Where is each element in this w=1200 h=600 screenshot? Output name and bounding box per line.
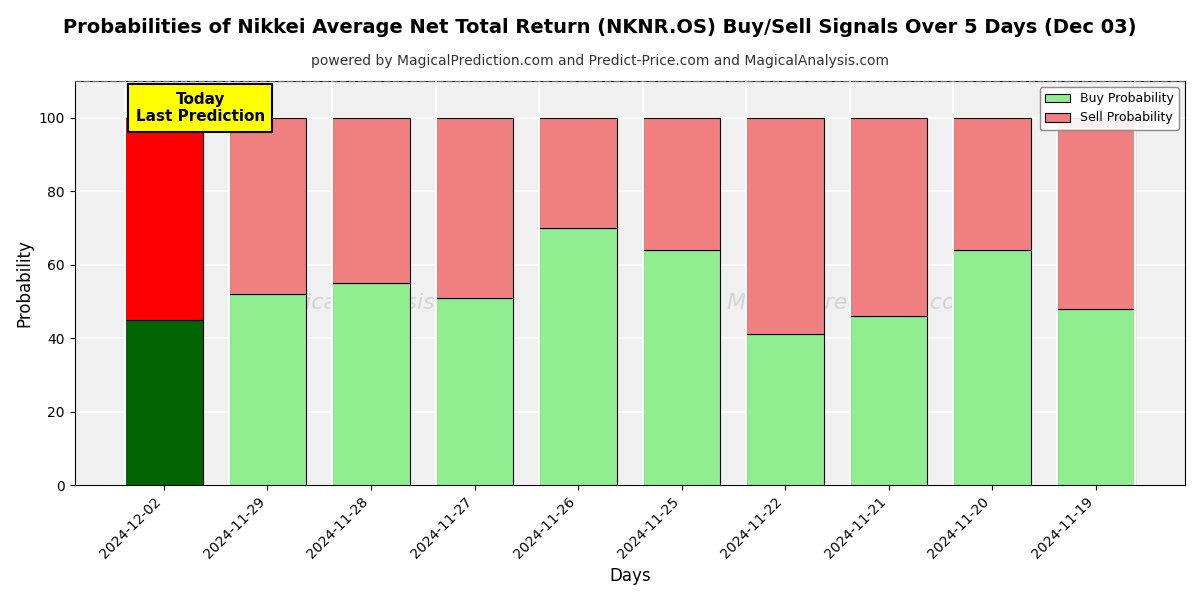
Bar (953, 118, 1031, 250)
Bar (643, 250, 720, 485)
Bar (539, 228, 617, 485)
Text: MagicalPrediction.com: MagicalPrediction.com (726, 293, 978, 313)
Y-axis label: Probability: Probability (16, 239, 34, 327)
Text: Probabilities of Nikkei Average Net Total Return (NKNR.OS) Buy/Sell Signals Over: Probabilities of Nikkei Average Net Tota… (64, 18, 1136, 37)
Bar (953, 250, 1031, 485)
Text: powered by MagicalPrediction.com and Predict-Price.com and MagicalAnalysis.com: powered by MagicalPrediction.com and Pre… (311, 54, 889, 68)
Bar (125, 118, 203, 320)
Text: Today
Last Prediction: Today Last Prediction (136, 92, 265, 124)
Bar (1057, 309, 1134, 485)
Bar (643, 118, 720, 250)
Text: MagicalAnalysis.com: MagicalAnalysis.com (259, 293, 490, 313)
Bar (229, 294, 306, 485)
Bar (436, 298, 514, 485)
Legend: Buy Probability, Sell Probability: Buy Probability, Sell Probability (1040, 87, 1178, 130)
Bar (125, 320, 203, 485)
Bar (746, 118, 824, 334)
Bar (229, 118, 306, 294)
Bar (850, 316, 928, 485)
X-axis label: Days: Days (610, 567, 650, 585)
Bar (850, 118, 928, 316)
Bar (1057, 118, 1134, 309)
Bar (436, 118, 514, 298)
Bar (332, 283, 410, 485)
Bar (332, 118, 410, 283)
Bar (539, 118, 617, 228)
Bar (746, 334, 824, 485)
